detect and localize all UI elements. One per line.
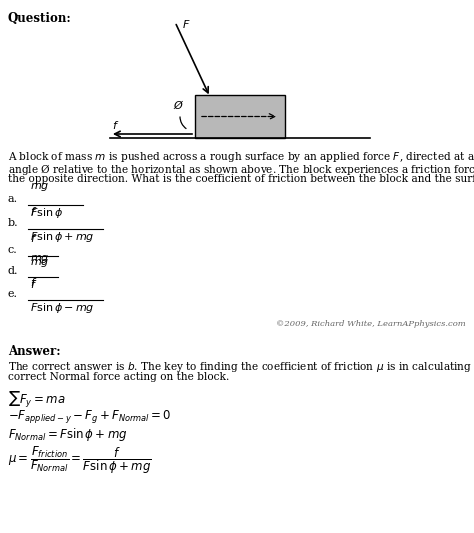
Bar bbox=[195, 95, 285, 138]
Text: $f$: $f$ bbox=[30, 205, 37, 217]
Text: $mg$: $mg$ bbox=[30, 257, 49, 269]
Text: $-F_{applied-y} - F_g + F_{Normal} = 0$: $-F_{applied-y} - F_g + F_{Normal} = 0$ bbox=[8, 408, 172, 425]
Text: $\mu = \dfrac{F_{friction}}{F_{Normal}} = \dfrac{f}{F\sin\phi + mg}$: $\mu = \dfrac{F_{friction}}{F_{Normal}} … bbox=[8, 444, 152, 476]
Text: $F_{Normal} = F\sin\phi + mg$: $F_{Normal} = F\sin\phi + mg$ bbox=[8, 426, 128, 443]
Text: $F$: $F$ bbox=[182, 18, 191, 30]
Text: c.: c. bbox=[8, 245, 18, 255]
Text: $mg$: $mg$ bbox=[30, 181, 49, 193]
Text: $mg$: $mg$ bbox=[30, 253, 49, 265]
Text: ©2009, Richard White, LearnAPphysics.com: ©2009, Richard White, LearnAPphysics.com bbox=[276, 320, 466, 328]
Text: Ø: Ø bbox=[173, 101, 182, 110]
Text: $f$: $f$ bbox=[30, 276, 37, 288]
Text: The correct answer is $b$. The key to finding the coefficient of friction $\mu$ : The correct answer is $b$. The key to fi… bbox=[8, 360, 474, 374]
Text: $F\sin\phi$: $F\sin\phi$ bbox=[30, 206, 63, 220]
Text: Question:: Question: bbox=[8, 12, 72, 25]
Text: e.: e. bbox=[8, 289, 18, 299]
Text: A block of mass $m$ is pushed across a rough surface by an applied force $F$, di: A block of mass $m$ is pushed across a r… bbox=[8, 150, 474, 164]
Text: angle Ø relative to the horizontal as shown above. The block experiences a frict: angle Ø relative to the horizontal as sh… bbox=[8, 162, 474, 177]
Text: correct Normal force acting on the block.: correct Normal force acting on the block… bbox=[8, 372, 229, 382]
Text: b.: b. bbox=[8, 218, 18, 228]
Text: the opposite direction. What is the coefficient of friction between the block an: the opposite direction. What is the coef… bbox=[8, 174, 474, 184]
Text: $\sum F_y = ma$: $\sum F_y = ma$ bbox=[8, 390, 65, 410]
Text: $f$: $f$ bbox=[30, 278, 37, 290]
Text: $F\sin\phi + mg$: $F\sin\phi + mg$ bbox=[30, 230, 95, 244]
Text: $F\sin\phi - mg$: $F\sin\phi - mg$ bbox=[30, 301, 95, 315]
Text: $f$: $f$ bbox=[112, 119, 119, 131]
Text: $f$: $f$ bbox=[30, 232, 37, 244]
Text: a.: a. bbox=[8, 194, 18, 204]
Text: Answer:: Answer: bbox=[8, 345, 61, 358]
Text: d.: d. bbox=[8, 266, 18, 276]
